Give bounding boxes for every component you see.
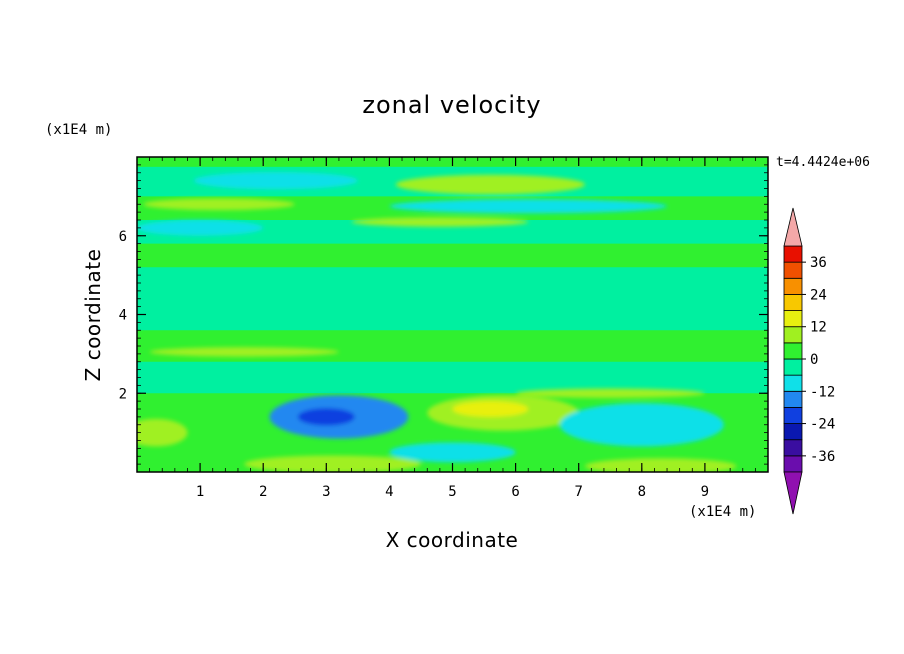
colorbar-segment-1: [783, 439, 803, 457]
field-anomaly-7: [244, 455, 421, 472]
colorbar-segment-11: [783, 277, 803, 295]
colorbar-segment-5: [783, 374, 803, 392]
x-axis-ticks: 1 2 3 4 5 6 7 8 9: [196, 157, 709, 500]
y-tick-label-4: 4: [119, 308, 127, 324]
colorbar-tick-label-4: -12: [810, 384, 835, 400]
field-anomaly-16: [149, 347, 339, 357]
colorbar-tick-label-1: 24: [810, 287, 827, 303]
x-tick-label-6: 6: [511, 484, 519, 500]
x-tick-label-4: 4: [385, 484, 393, 500]
y-tick-label-2: 2: [119, 386, 127, 402]
velocity-field: [137, 157, 768, 472]
colorbar-segment-12: [783, 261, 803, 279]
field-anomaly-6: [389, 442, 516, 463]
colorbar: 36 24 12 0 -12 -24 -36: [783, 207, 835, 515]
colorbar-segment-9: [783, 310, 803, 328]
field-band-4: [137, 243, 768, 268]
x-tick-label-8: 8: [638, 484, 646, 500]
x-tick-label-7: 7: [574, 484, 582, 500]
y-axis-label: Z coordinate: [81, 249, 105, 382]
field-band-7: [137, 330, 768, 363]
field-band-5: [137, 267, 768, 300]
x-tick-label-1: 1: [196, 484, 204, 500]
field-anomaly-1: [297, 408, 355, 426]
colorbar-under-arrow: [783, 471, 803, 515]
time-label: t=4.4424e+06: [776, 155, 870, 170]
field-anomaly-5: [137, 418, 188, 447]
colorbar-segment-7: [783, 342, 803, 360]
colorbar-tick-label-0: 36: [810, 255, 827, 271]
colorbar-segment-4: [783, 390, 803, 408]
field-anomaly-10: [395, 174, 586, 195]
field-anomaly-12: [143, 198, 295, 211]
field-anomalies: [137, 171, 737, 472]
field-band-8: [137, 361, 768, 394]
x-axis-label: X coordinate: [386, 528, 519, 552]
colorbar-segment-6: [783, 358, 803, 376]
field-anomaly-4: [559, 403, 724, 447]
field-anomaly-11: [389, 199, 668, 214]
field-anomaly-3: [452, 401, 529, 417]
colorbar-segment-2: [783, 423, 803, 441]
field-anomaly-15: [515, 388, 705, 398]
field-anomaly-8: [585, 458, 737, 472]
colorbar-segment-13: [783, 245, 803, 263]
y-tick-label-6: 6: [119, 229, 127, 245]
colorbar-segment-0: [783, 455, 803, 473]
field-anomaly-13: [137, 220, 264, 236]
field-anomaly-14: [351, 217, 529, 227]
colorbar-segment-10: [783, 294, 803, 311]
minor-ticks: [137, 157, 769, 472]
colorbar-segment-3: [783, 407, 803, 424]
colorbar-segment-8: [783, 326, 803, 344]
x-unit-label: (x1E4 m): [689, 504, 756, 520]
x-tick-label-2: 2: [259, 484, 267, 500]
colorbar-over-arrow: [783, 207, 803, 247]
field-band-6: [137, 298, 768, 331]
x-tick-label-9: 9: [701, 484, 709, 500]
x-tick-label-3: 3: [322, 484, 330, 500]
field-anomaly-9: [193, 171, 358, 190]
colorbar-tick-label-5: -24: [810, 417, 835, 433]
y-unit-label: (x1E4 m): [45, 122, 112, 138]
colorbar-tick-label-3: 0: [810, 352, 818, 368]
colorbar-tick-label-2: 12: [810, 320, 827, 336]
colorbar-tick-label-6: -36: [810, 449, 835, 465]
x-tick-label-5: 5: [448, 484, 456, 500]
chart-title: zonal velocity: [362, 91, 541, 119]
